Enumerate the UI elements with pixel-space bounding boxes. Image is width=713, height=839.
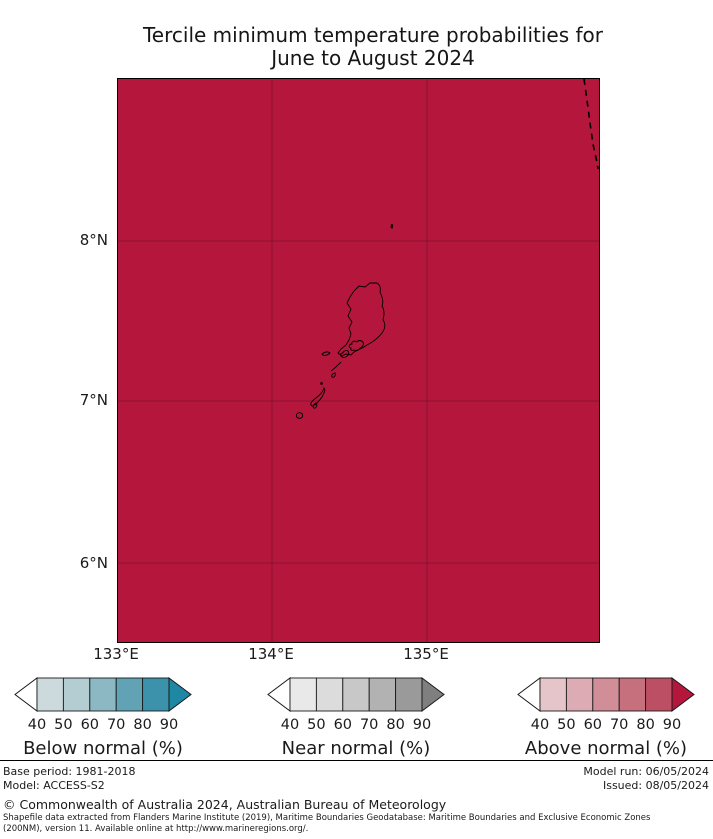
segment-70-80 bbox=[368, 677, 397, 712]
y-tick-6n: 6°N bbox=[79, 554, 108, 572]
right-arrow bbox=[671, 677, 695, 712]
y-tick-7n: 7°N bbox=[79, 391, 108, 409]
rock-islands-cluster-2 bbox=[340, 350, 350, 358]
colorbar-near-normal-label: Near normal (%) bbox=[281, 738, 431, 759]
tick-90: 90 bbox=[159, 717, 179, 733]
right-arrow bbox=[421, 677, 445, 712]
tick-50: 50 bbox=[54, 717, 73, 733]
footer-right-block: Model run: 06/05/2024 Issued: 08/05/2024 bbox=[583, 765, 709, 792]
segment-50-60 bbox=[315, 677, 344, 712]
tick-60: 60 bbox=[583, 717, 603, 733]
tick-40: 40 bbox=[280, 717, 300, 733]
footer-divider bbox=[0, 760, 713, 761]
tick-80: 80 bbox=[386, 717, 405, 733]
colorbar-near-normal-svg bbox=[267, 677, 445, 712]
segment-70-80 bbox=[115, 677, 144, 712]
segment-40-50 bbox=[289, 677, 317, 712]
shapefile-attribution-line-2: (200NM), version 11. Available online at… bbox=[3, 824, 309, 834]
model-run-text: Model run: 06/05/2024 bbox=[583, 765, 709, 778]
map-svg bbox=[118, 79, 599, 642]
tick-70: 70 bbox=[359, 717, 379, 733]
islet-hook bbox=[312, 402, 318, 409]
tick-50: 50 bbox=[557, 717, 576, 733]
atoll-islet-north bbox=[390, 224, 394, 229]
segment-60-70 bbox=[342, 677, 370, 712]
colorbar-ticks: 40 50 60 70 80 90 bbox=[266, 717, 446, 734]
chart-title-line-2: June to August 2024 bbox=[271, 46, 475, 70]
y-tick-8n: 8°N bbox=[79, 231, 108, 249]
segment-80-90 bbox=[645, 677, 673, 712]
left-arrow bbox=[14, 677, 38, 712]
chart-title-line-1: Tercile minimum temperature probabilitie… bbox=[142, 23, 604, 47]
tick-70: 70 bbox=[609, 717, 629, 733]
colorbar-above-normal-label: Above normal (%) bbox=[524, 738, 688, 759]
segment-40-50 bbox=[36, 677, 64, 712]
colorbar-below-normal-svg bbox=[14, 677, 192, 712]
segment-60-70 bbox=[89, 677, 117, 712]
tick-60: 60 bbox=[333, 717, 353, 733]
tick-80: 80 bbox=[636, 717, 655, 733]
colorbar-above-normal: 40 50 60 70 80 90 Above normal (%) bbox=[516, 677, 696, 759]
islet-dot bbox=[320, 382, 323, 385]
map-canvas bbox=[117, 78, 600, 643]
segment-40-50 bbox=[539, 677, 567, 712]
tick-70: 70 bbox=[106, 717, 126, 733]
segment-50-60 bbox=[62, 677, 91, 712]
tick-40: 40 bbox=[27, 717, 47, 733]
segment-80-90 bbox=[395, 677, 423, 712]
chart-title: Tercile minimum temperature probabilitie… bbox=[33, 24, 713, 70]
tick-40: 40 bbox=[530, 717, 550, 733]
shapefile-attribution-line-1: Shapefile data extracted from Flanders M… bbox=[3, 813, 651, 823]
tick-50: 50 bbox=[307, 717, 326, 733]
main-island-outline bbox=[337, 282, 386, 357]
islet-small bbox=[331, 372, 336, 378]
x-tick-135e: 135°E bbox=[403, 645, 449, 663]
probability-field bbox=[118, 79, 599, 642]
reef-arc bbox=[330, 361, 342, 372]
elongated-island-south bbox=[310, 386, 326, 407]
x-tick-134e: 134°E bbox=[248, 645, 294, 663]
tick-60: 60 bbox=[80, 717, 100, 733]
segment-50-60 bbox=[565, 677, 594, 712]
segment-70-80 bbox=[618, 677, 647, 712]
colorbar-ticks: 40 50 60 70 80 90 bbox=[516, 717, 696, 734]
rock-islands-cluster-1 bbox=[348, 340, 364, 351]
model-text: Model: ACCESS-S2 bbox=[3, 778, 105, 792]
issued-text: Issued: 08/05/2024 bbox=[602, 778, 709, 792]
islands-outline-group bbox=[295, 224, 394, 419]
colorbar-below-normal: 40 50 60 70 80 90 Below normal (%) bbox=[13, 677, 193, 759]
colorbar-near-normal: 40 50 60 70 80 90 Near normal (%) bbox=[266, 677, 446, 759]
right-arrow bbox=[168, 677, 192, 712]
islet-comma bbox=[321, 351, 331, 356]
footer-left-block: Base period: 1981-2018 Model: ACCESS-S2 bbox=[3, 765, 135, 792]
tick-80: 80 bbox=[133, 717, 152, 733]
tick-90: 90 bbox=[662, 717, 682, 733]
base-period-text: Base period: 1981-2018 bbox=[3, 765, 136, 778]
segment-60-70 bbox=[592, 677, 620, 712]
segment-80-90 bbox=[142, 677, 170, 712]
x-tick-133e: 133°E bbox=[93, 645, 139, 663]
colorbar-above-normal-svg bbox=[517, 677, 695, 712]
island-oval-southwest bbox=[295, 412, 304, 419]
tick-90: 90 bbox=[412, 717, 432, 733]
colorbar-ticks: 40 50 60 70 80 90 bbox=[13, 717, 193, 734]
shapefile-attribution: Shapefile data extracted from Flanders M… bbox=[3, 813, 711, 835]
left-arrow bbox=[267, 677, 291, 712]
left-arrow bbox=[517, 677, 541, 712]
copyright-text: © Commonwealth of Australia 2024, Austra… bbox=[3, 797, 447, 812]
colorbar-below-normal-label: Below normal (%) bbox=[23, 738, 183, 759]
